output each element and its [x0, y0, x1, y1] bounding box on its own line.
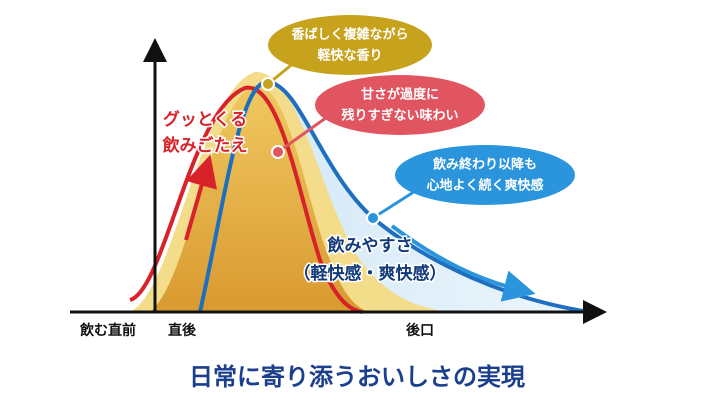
bubble-text: 軽快な香り	[317, 48, 382, 64]
tail-arrow	[390, 224, 536, 302]
pointer	[372, 186, 421, 220]
impact-arrow	[184, 154, 217, 241]
bubble-text: 甘さが過度に	[361, 87, 439, 103]
bubble	[395, 145, 575, 205]
bubble-text: 心地よく続く爽快感	[426, 178, 543, 194]
bubble-text: 香ばしく複雑ながら	[290, 27, 408, 43]
axis-label: 後口	[406, 322, 434, 339]
annotation: グッとくる	[163, 109, 247, 130]
axis-label: 直後	[168, 322, 197, 339]
aftertaste-curve	[198, 79, 591, 314]
dot	[261, 77, 275, 91]
body-curve	[129, 85, 363, 314]
title: 日常に寄り添うおいしさの実現	[189, 363, 525, 391]
dot	[366, 211, 380, 225]
pointer	[277, 113, 331, 154]
annotation: （軽快感・爽快感）	[294, 263, 447, 284]
annotation: 飲みやすさ	[327, 235, 413, 256]
dot	[271, 145, 285, 159]
body-area	[150, 85, 370, 312]
annotation: 飲みごたえ	[162, 135, 248, 156]
bubble	[315, 75, 485, 135]
bubble	[268, 15, 432, 75]
bubble-text: 飲み終わり以降も	[432, 157, 537, 173]
bubble-text: 残りすぎない味わい	[341, 108, 458, 124]
axis-label: 飲む直前	[79, 322, 136, 339]
